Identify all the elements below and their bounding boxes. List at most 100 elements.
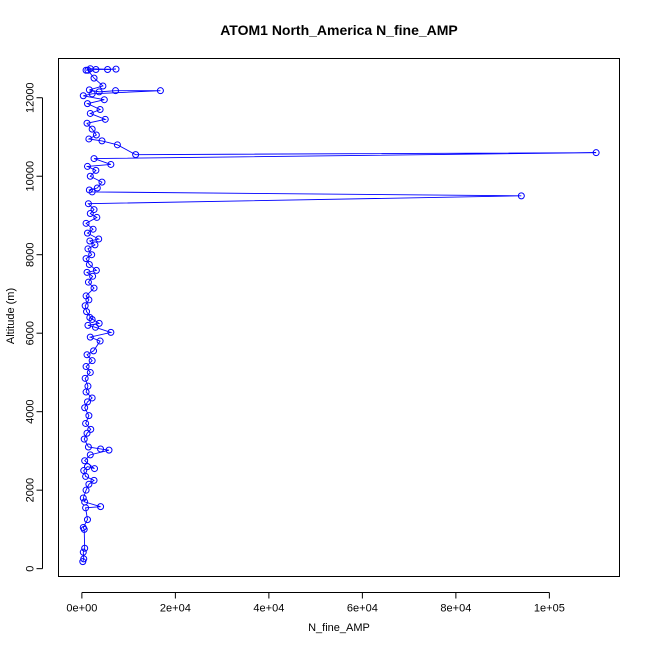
data-point bbox=[107, 160, 115, 168]
data-point bbox=[92, 266, 100, 274]
data-point bbox=[79, 494, 87, 502]
data-point bbox=[88, 394, 96, 402]
y-tick-label: 12000 bbox=[25, 82, 37, 113]
chart-title: ATOM1 North_America N_fine_AMP bbox=[220, 22, 458, 38]
data-point bbox=[90, 347, 98, 355]
data-point bbox=[86, 314, 94, 321]
data-point bbox=[86, 210, 94, 218]
data-point bbox=[92, 166, 100, 174]
data-point bbox=[84, 245, 92, 253]
y-tick-label: 2000 bbox=[25, 478, 37, 502]
data-point bbox=[83, 268, 91, 276]
data-point bbox=[82, 419, 90, 427]
data-point bbox=[95, 319, 103, 327]
data-point bbox=[88, 357, 96, 365]
x-tick-label: 1e+05 bbox=[534, 603, 565, 615]
x-axis: 0e+00 2e+04 4e+04 6e+04 8e+04 1e+05 bbox=[66, 592, 565, 615]
y-tick-label: 10000 bbox=[25, 161, 37, 192]
data-point bbox=[83, 463, 91, 471]
data-point bbox=[81, 374, 89, 382]
data-point bbox=[88, 315, 96, 323]
data-point bbox=[92, 131, 100, 139]
data-point bbox=[85, 480, 93, 488]
data-point bbox=[132, 151, 140, 159]
data-point bbox=[85, 261, 93, 269]
data-point bbox=[95, 88, 103, 96]
data-point bbox=[83, 100, 91, 108]
data-point bbox=[82, 363, 90, 371]
data-point bbox=[90, 74, 98, 82]
data-point bbox=[79, 548, 87, 556]
data-point bbox=[100, 96, 108, 104]
y-axis-label: Altitude (m) bbox=[5, 288, 17, 344]
data-point bbox=[83, 119, 91, 127]
data-point bbox=[97, 445, 105, 453]
y-tick-label: 4000 bbox=[25, 399, 37, 423]
data-point bbox=[96, 106, 104, 114]
data-point bbox=[90, 476, 98, 484]
x-tick-label: 0e+00 bbox=[66, 603, 97, 615]
data-point bbox=[97, 503, 105, 511]
y-tick-label: 8000 bbox=[25, 242, 37, 266]
data-point bbox=[83, 429, 91, 437]
data-point bbox=[82, 219, 90, 227]
data-point bbox=[83, 351, 91, 359]
plot-frame bbox=[58, 58, 620, 577]
data-point bbox=[112, 87, 120, 95]
data-point bbox=[88, 251, 96, 259]
data-point bbox=[84, 443, 92, 451]
data-point bbox=[86, 172, 94, 180]
data-point bbox=[84, 321, 92, 329]
data-point bbox=[89, 225, 97, 233]
data-point bbox=[86, 237, 94, 245]
data-point bbox=[86, 333, 94, 341]
data-point bbox=[98, 137, 106, 145]
x-tick-label: 8e+04 bbox=[440, 603, 471, 615]
data-point bbox=[82, 292, 90, 300]
data-point bbox=[88, 125, 96, 133]
data-point bbox=[82, 255, 90, 263]
data-point bbox=[82, 486, 90, 494]
data-point bbox=[90, 206, 98, 214]
data-point bbox=[82, 66, 90, 74]
data-point bbox=[83, 398, 91, 406]
data-point bbox=[80, 467, 88, 475]
data-point bbox=[83, 162, 91, 170]
data-point bbox=[95, 235, 103, 243]
data-point bbox=[81, 404, 89, 412]
series-layer bbox=[79, 65, 600, 566]
data-point bbox=[96, 337, 104, 345]
data-point bbox=[80, 555, 88, 563]
data-point bbox=[84, 382, 92, 390]
data-point bbox=[101, 115, 109, 123]
data-point bbox=[91, 241, 99, 249]
data-point bbox=[85, 412, 93, 420]
data-point bbox=[91, 323, 99, 331]
x-axis-label: N_fine_AMP bbox=[308, 622, 370, 634]
x-tick-label: 6e+04 bbox=[347, 603, 378, 615]
data-point bbox=[84, 278, 92, 286]
data-point bbox=[112, 65, 120, 73]
data-point bbox=[156, 87, 164, 95]
data-point bbox=[79, 92, 87, 100]
data-point bbox=[104, 65, 112, 73]
data-point bbox=[105, 446, 113, 454]
data-point bbox=[83, 516, 91, 524]
data-point bbox=[517, 192, 525, 200]
data-point bbox=[80, 435, 88, 443]
data-point bbox=[87, 425, 95, 433]
data-point bbox=[107, 328, 115, 336]
data-point bbox=[85, 86, 93, 94]
data-point bbox=[84, 200, 92, 208]
data-point bbox=[113, 141, 121, 149]
data-point bbox=[99, 82, 107, 90]
data-point bbox=[93, 184, 101, 192]
data-point bbox=[93, 213, 101, 221]
data-point bbox=[91, 465, 98, 473]
data-point bbox=[592, 149, 600, 157]
data-point bbox=[89, 272, 97, 280]
data-point bbox=[81, 457, 89, 465]
data-point bbox=[86, 451, 94, 459]
